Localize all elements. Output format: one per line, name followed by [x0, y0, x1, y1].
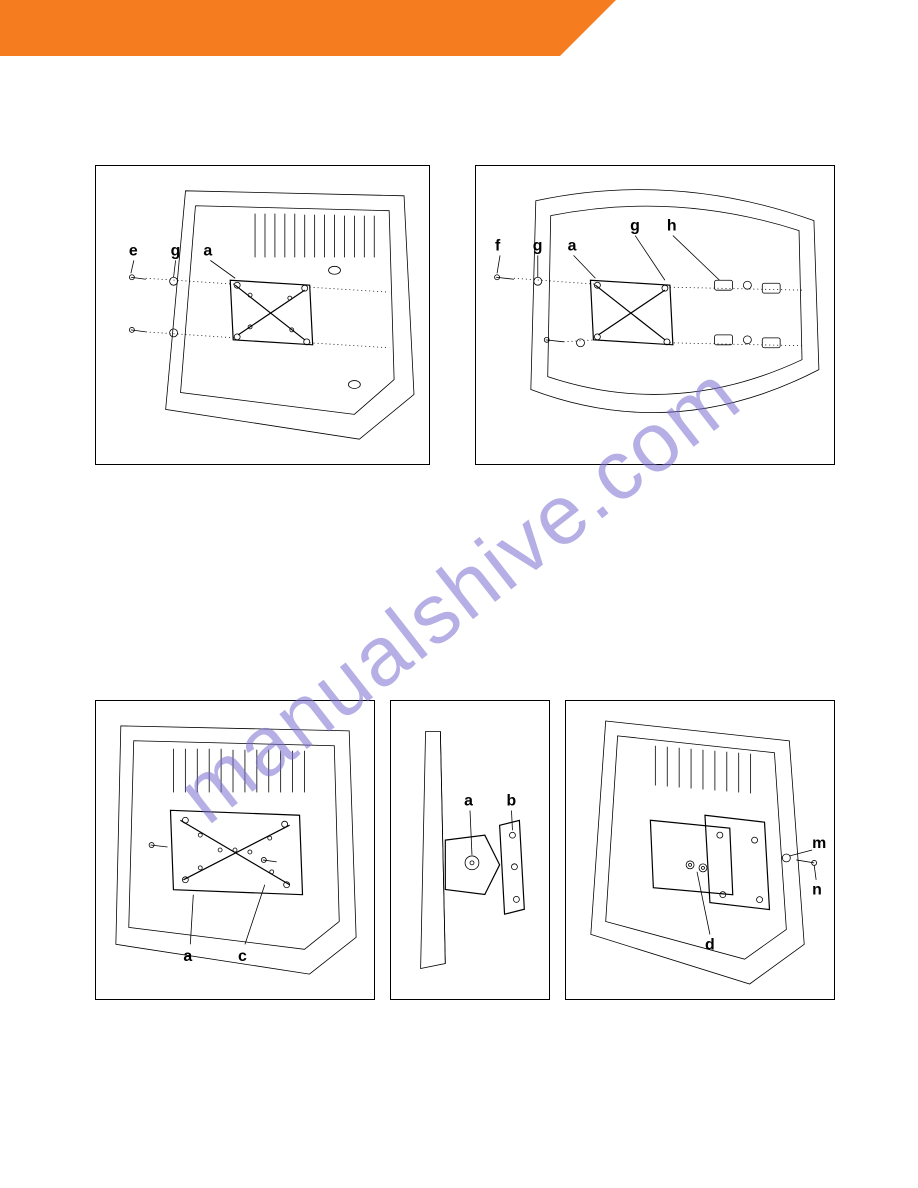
label-e: e	[129, 242, 138, 259]
label-g2: g	[630, 218, 640, 235]
label-b: b	[507, 793, 517, 810]
label-m: m	[812, 835, 826, 852]
label-a: a	[203, 242, 212, 259]
diagram-panel-1b: f g a g h	[475, 165, 835, 465]
diagram-panel-2c: d m n	[565, 700, 835, 1000]
label-d: d	[705, 936, 715, 953]
diagram-panel-2b: a b	[390, 700, 550, 1000]
label-h: h	[667, 218, 677, 235]
header-accent-bar	[0, 0, 560, 56]
label-g: g	[171, 242, 181, 259]
label-a: a	[183, 948, 192, 965]
diagram-panel-1a: e g a	[95, 165, 430, 465]
diagram-panel-2a: a c	[95, 700, 375, 1000]
label-n: n	[812, 882, 822, 899]
label-a: a	[568, 237, 577, 254]
label-f: f	[495, 237, 501, 254]
label-a: a	[464, 793, 473, 810]
label-c: c	[238, 948, 247, 965]
label-g1: g	[533, 237, 543, 254]
